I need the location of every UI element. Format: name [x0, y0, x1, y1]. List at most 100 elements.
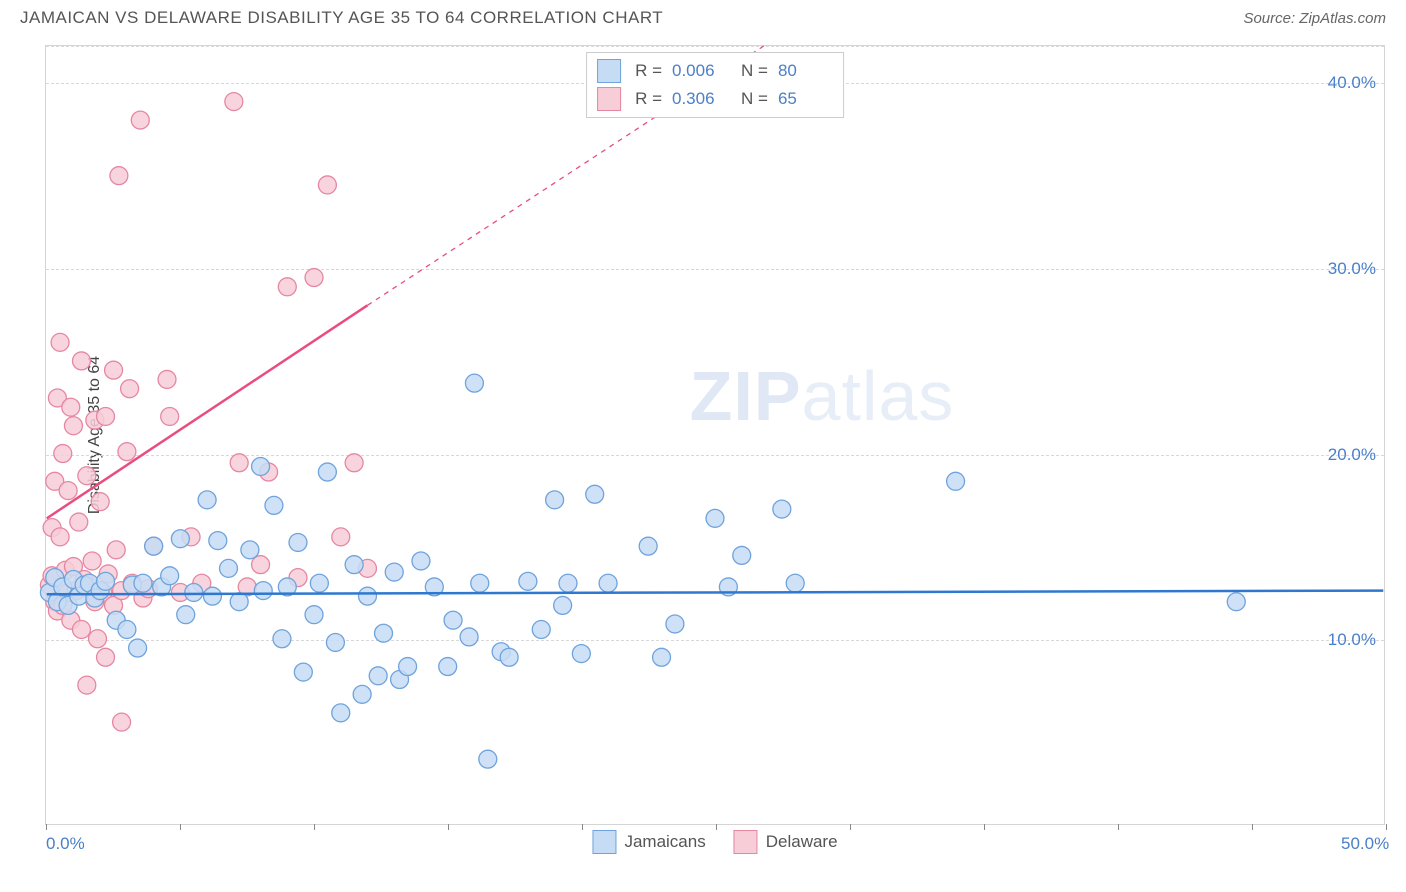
scatter-point	[666, 615, 684, 633]
scatter-point	[78, 467, 96, 485]
legend-r-label: R =	[635, 89, 662, 109]
scatter-point	[177, 606, 195, 624]
scatter-point	[289, 533, 307, 551]
scatter-point	[353, 685, 371, 703]
legend-r-value: 0.306	[672, 89, 727, 109]
scatter-point	[131, 111, 149, 129]
scatter-point	[129, 639, 147, 657]
scatter-point	[345, 556, 363, 574]
scatter-point	[273, 630, 291, 648]
scatter-point	[479, 750, 497, 768]
scatter-point	[599, 574, 617, 592]
chart-source: Source: ZipAtlas.com	[1243, 10, 1386, 27]
scatter-point	[107, 541, 125, 559]
scatter-point	[89, 630, 107, 648]
scatter-point	[145, 537, 163, 555]
scatter-point	[653, 648, 671, 666]
scatter-point	[586, 485, 604, 503]
scatter-point	[359, 587, 377, 605]
scatter-point	[572, 645, 590, 663]
scatter-point	[305, 606, 323, 624]
scatter-point	[91, 493, 109, 511]
scatter-point	[118, 621, 136, 639]
legend-series-label: Delaware	[766, 832, 838, 852]
x-tick	[180, 824, 181, 830]
scatter-point	[639, 537, 657, 555]
scatter-point	[51, 333, 69, 351]
scatter-point	[64, 417, 82, 435]
legend-series: Jamaicans Delaware	[592, 830, 837, 854]
legend-series-item: Jamaicans	[592, 830, 705, 854]
scatter-point	[203, 587, 221, 605]
scatter-point	[113, 713, 131, 731]
scatter-point	[78, 676, 96, 694]
scatter-point	[161, 407, 179, 425]
scatter-point	[326, 633, 344, 651]
scatter-point	[332, 528, 350, 546]
scatter-point	[105, 361, 123, 379]
legend-r-value: 0.006	[672, 61, 727, 81]
scatter-point	[318, 176, 336, 194]
legend-swatch	[597, 87, 621, 111]
scatter-point	[97, 572, 115, 590]
scatter-point	[72, 352, 90, 370]
scatter-point	[83, 552, 101, 570]
x-tick	[1252, 824, 1253, 830]
scatter-point	[947, 472, 965, 490]
scatter-point	[1227, 593, 1245, 611]
scatter-point	[185, 583, 203, 601]
scatter-point	[706, 509, 724, 527]
x-tick	[582, 824, 583, 830]
x-tick-label: 0.0%	[46, 834, 85, 854]
scatter-point	[209, 532, 227, 550]
scatter-point	[254, 582, 272, 600]
scatter-point	[345, 454, 363, 472]
scatter-point	[70, 513, 88, 531]
scatter-point	[444, 611, 462, 629]
scatter-point	[559, 574, 577, 592]
scatter-point	[471, 574, 489, 592]
scatter-point	[465, 374, 483, 392]
legend-series-label: Jamaicans	[624, 832, 705, 852]
scatter-point	[54, 445, 72, 463]
legend-swatch	[734, 830, 758, 854]
x-tick	[984, 824, 985, 830]
scatter-point	[59, 482, 77, 500]
scatter-point	[230, 454, 248, 472]
legend-n-value: 65	[778, 89, 833, 109]
scatter-point	[546, 491, 564, 509]
scatter-point	[399, 658, 417, 676]
scatter-point	[278, 278, 296, 296]
scatter-point	[294, 663, 312, 681]
scatter-point	[500, 648, 518, 666]
scatter-point	[554, 596, 572, 614]
scatter-point	[220, 559, 238, 577]
scatter-point	[134, 574, 152, 592]
scatter-point	[532, 621, 550, 639]
x-tick-label: 50.0%	[1341, 834, 1389, 854]
scatter-point	[121, 380, 139, 398]
chart-container: Disability Age 35 to 64 ZIPatlas 10.0%20…	[45, 45, 1385, 825]
scatter-svg	[46, 46, 1384, 824]
scatter-point	[171, 530, 189, 548]
scatter-point	[158, 370, 176, 388]
chart-header: JAMAICAN VS DELAWARE DISABILITY AGE 35 T…	[0, 0, 1406, 28]
scatter-point	[519, 572, 537, 590]
scatter-point	[230, 593, 248, 611]
scatter-point	[51, 528, 69, 546]
scatter-point	[97, 648, 115, 666]
scatter-point	[310, 574, 328, 592]
scatter-point	[241, 541, 259, 559]
scatter-point	[786, 574, 804, 592]
scatter-point	[72, 621, 90, 639]
x-tick	[448, 824, 449, 830]
legend-series-item: Delaware	[734, 830, 838, 854]
scatter-point	[412, 552, 430, 570]
legend-swatch	[592, 830, 616, 854]
scatter-point	[332, 704, 350, 722]
scatter-point	[773, 500, 791, 518]
scatter-point	[252, 458, 270, 476]
x-tick	[1386, 824, 1387, 830]
legend-stats: R =0.006N =80R =0.306N =65	[586, 52, 844, 118]
scatter-point	[161, 567, 179, 585]
